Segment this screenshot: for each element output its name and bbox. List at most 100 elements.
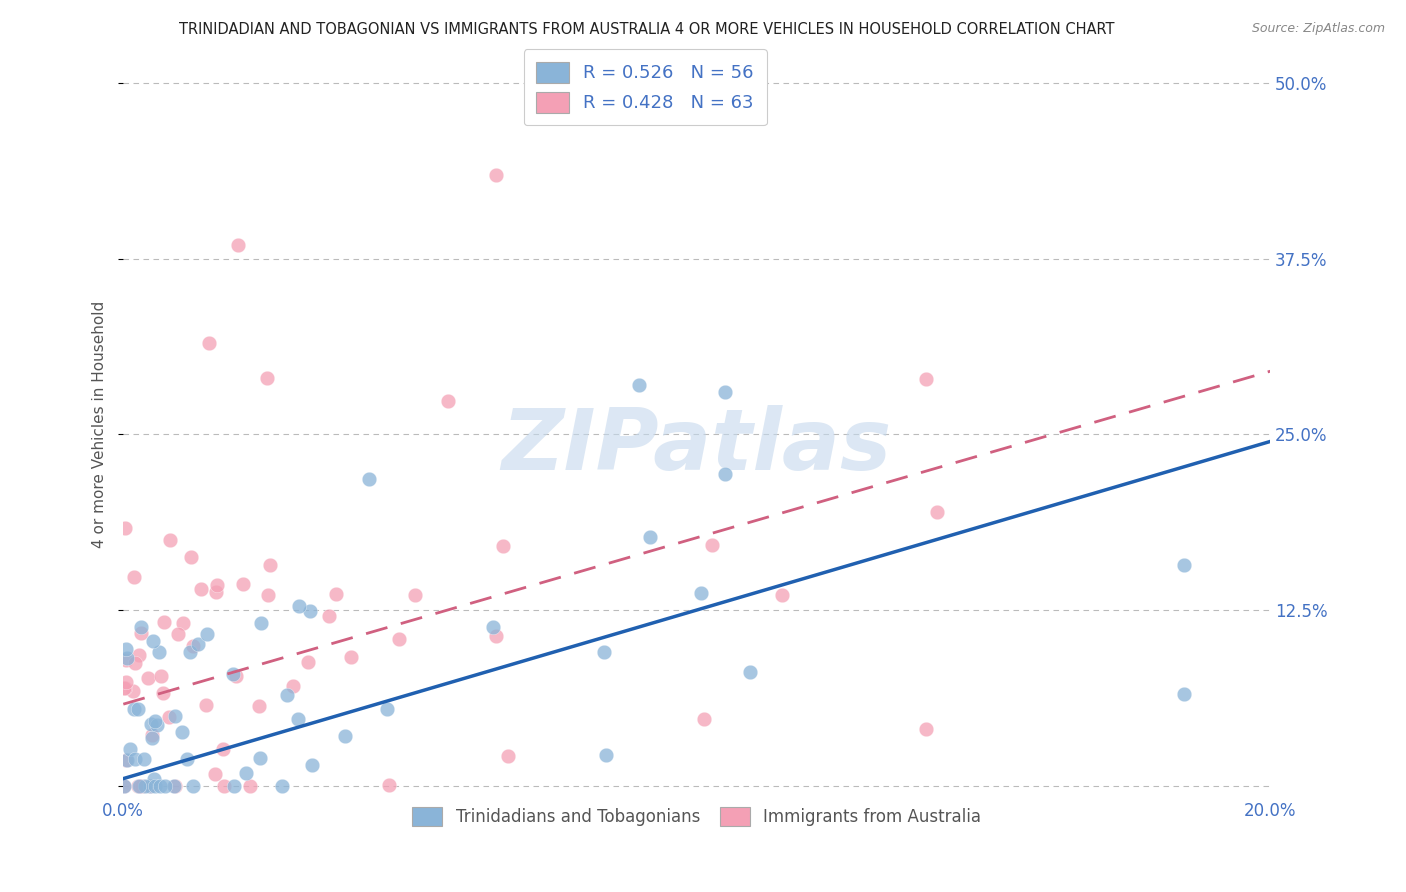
Point bbox=[118, 742, 141, 756]
Point bbox=[134, 751, 156, 765]
Point bbox=[232, 577, 254, 591]
Point bbox=[179, 645, 201, 659]
Point bbox=[148, 644, 170, 658]
Point bbox=[437, 394, 460, 409]
Point bbox=[387, 632, 409, 646]
Text: ZIPatlas: ZIPatlas bbox=[502, 405, 891, 488]
Point bbox=[592, 645, 614, 659]
Point bbox=[127, 779, 149, 793]
Point bbox=[141, 731, 163, 745]
Point bbox=[195, 698, 218, 712]
Point bbox=[404, 588, 426, 602]
Point bbox=[1173, 558, 1195, 573]
Point bbox=[333, 729, 356, 743]
Point bbox=[122, 684, 145, 698]
Point bbox=[129, 625, 152, 640]
Point bbox=[222, 779, 245, 793]
Point bbox=[122, 570, 145, 584]
Point bbox=[129, 779, 152, 793]
Point bbox=[124, 752, 146, 766]
Point bbox=[693, 712, 716, 726]
Point bbox=[181, 779, 204, 793]
Point bbox=[297, 655, 319, 669]
Point bbox=[700, 538, 723, 552]
Point bbox=[112, 681, 135, 695]
Point bbox=[139, 779, 162, 793]
Point bbox=[181, 640, 204, 654]
Point bbox=[143, 779, 166, 793]
Point bbox=[115, 641, 138, 656]
Point bbox=[485, 168, 508, 182]
Point bbox=[628, 378, 651, 392]
Point bbox=[247, 699, 270, 714]
Point bbox=[187, 637, 209, 651]
Point bbox=[153, 615, 176, 629]
Point bbox=[225, 669, 247, 683]
Point bbox=[134, 779, 156, 793]
Point bbox=[190, 582, 212, 596]
Point bbox=[256, 371, 278, 385]
Point bbox=[204, 767, 226, 781]
Point bbox=[1173, 687, 1195, 701]
Point bbox=[115, 753, 138, 767]
Point bbox=[250, 616, 273, 631]
Legend: Trinidadians and Tobagonians, Immigrants from Australia: Trinidadians and Tobagonians, Immigrants… bbox=[402, 797, 991, 836]
Point bbox=[496, 748, 519, 763]
Point bbox=[270, 779, 292, 793]
Point bbox=[114, 779, 136, 793]
Point bbox=[146, 718, 169, 732]
Point bbox=[235, 765, 257, 780]
Point bbox=[115, 650, 138, 665]
Point bbox=[163, 779, 186, 793]
Point bbox=[139, 717, 162, 731]
Point bbox=[212, 741, 235, 756]
Point bbox=[212, 779, 235, 793]
Point bbox=[115, 674, 138, 689]
Point bbox=[249, 750, 271, 764]
Point bbox=[155, 779, 177, 793]
Point bbox=[112, 779, 135, 793]
Point bbox=[149, 779, 172, 793]
Point bbox=[340, 649, 363, 664]
Point bbox=[157, 710, 180, 724]
Point bbox=[222, 666, 245, 681]
Point bbox=[165, 709, 187, 723]
Point bbox=[738, 665, 761, 680]
Point bbox=[172, 616, 194, 631]
Point bbox=[115, 753, 138, 767]
Point bbox=[288, 599, 311, 614]
Point bbox=[325, 587, 347, 601]
Point bbox=[925, 505, 948, 519]
Point bbox=[259, 558, 281, 572]
Point bbox=[124, 656, 146, 670]
Point bbox=[915, 372, 938, 386]
Point bbox=[136, 671, 159, 685]
Point bbox=[239, 779, 262, 793]
Point bbox=[770, 589, 793, 603]
Point bbox=[482, 620, 505, 634]
Point bbox=[638, 530, 661, 544]
Point bbox=[207, 578, 229, 592]
Point bbox=[915, 723, 938, 737]
Point bbox=[142, 634, 165, 648]
Point bbox=[114, 653, 136, 667]
Point bbox=[114, 520, 136, 534]
Point bbox=[114, 681, 136, 696]
Point bbox=[359, 472, 381, 486]
Point bbox=[491, 539, 513, 553]
Point bbox=[287, 712, 309, 726]
Point bbox=[204, 585, 226, 599]
Point bbox=[714, 467, 737, 482]
Point bbox=[127, 702, 149, 716]
Point bbox=[595, 747, 617, 762]
Point bbox=[143, 714, 166, 728]
Point bbox=[283, 679, 305, 693]
Point bbox=[129, 620, 152, 634]
Point bbox=[143, 772, 166, 787]
Point bbox=[198, 336, 221, 351]
Point bbox=[180, 549, 202, 564]
Point bbox=[375, 702, 398, 716]
Text: TRINIDADIAN AND TOBAGONIAN VS IMMIGRANTS FROM AUSTRALIA 4 OR MORE VEHICLES IN HO: TRINIDADIAN AND TOBAGONIAN VS IMMIGRANTS… bbox=[179, 22, 1115, 37]
Point bbox=[485, 629, 508, 643]
Point bbox=[276, 688, 298, 702]
